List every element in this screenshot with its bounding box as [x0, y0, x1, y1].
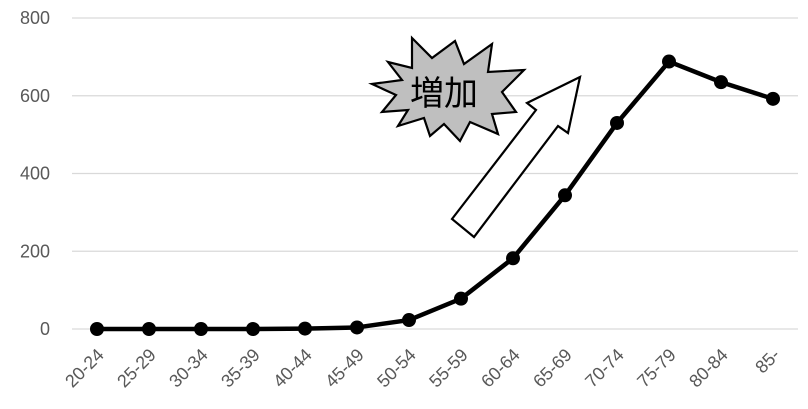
x-tick-label: 60-64	[477, 345, 524, 392]
burst-shape	[368, 35, 527, 143]
y-tick-label: 0	[40, 319, 50, 339]
series-line	[94, 59, 776, 332]
increase-arrow	[450, 75, 582, 239]
data-point-55-59	[454, 291, 468, 306]
y-tick-label: 400	[20, 164, 50, 184]
x-tick-label: 45-49	[321, 345, 368, 392]
x-tick-label: 65-69	[529, 345, 576, 392]
y-tick-label: 600	[20, 86, 50, 106]
data-point-50-54	[402, 313, 416, 328]
data-point-25-29	[142, 322, 156, 336]
x-axis-ticks: 20-24 25-29 30-34 35-39 40-44 45-49 50-54 55-59…	[61, 345, 784, 392]
x-tick-label: 55-59	[425, 345, 472, 392]
series-layer	[90, 54, 780, 336]
data-point-70-74	[610, 115, 624, 130]
x-tick-label: 20-24	[61, 345, 108, 392]
x-tick-label: 25-29	[113, 345, 160, 392]
data-point-20-24	[90, 322, 104, 336]
x-tick-label: 75-79	[633, 345, 680, 392]
data-point-60-64	[506, 251, 520, 266]
data-point-80-84	[714, 75, 728, 90]
x-tick-label: 30-34	[165, 345, 212, 392]
gridlines	[72, 17, 798, 330]
y-tick-label: 800	[20, 8, 50, 28]
data-point-40-44	[298, 321, 312, 336]
x-tick-label: 40-44	[269, 345, 316, 392]
y-tick-label: 200	[20, 241, 50, 261]
data-point-35-39	[246, 322, 260, 336]
data-point-65-69	[558, 188, 572, 203]
hollow-arrow-shape	[450, 75, 582, 239]
data-point-30-34	[194, 322, 208, 336]
y-axis-ticks: 0 200 400 600 800	[20, 8, 50, 339]
x-tick-label: 35-39	[217, 345, 264, 392]
data-point-85-	[766, 91, 780, 106]
data-point-45-49	[350, 320, 364, 335]
x-tick-label: 85-	[751, 345, 784, 378]
data-point-75-79	[662, 54, 676, 69]
x-tick-label: 80-84	[685, 345, 732, 392]
x-tick-label: 50-54	[373, 345, 420, 392]
burst-label: 増加	[410, 74, 478, 114]
increase-callout: 増加	[368, 35, 527, 143]
x-tick-label: 70-74	[581, 345, 628, 392]
